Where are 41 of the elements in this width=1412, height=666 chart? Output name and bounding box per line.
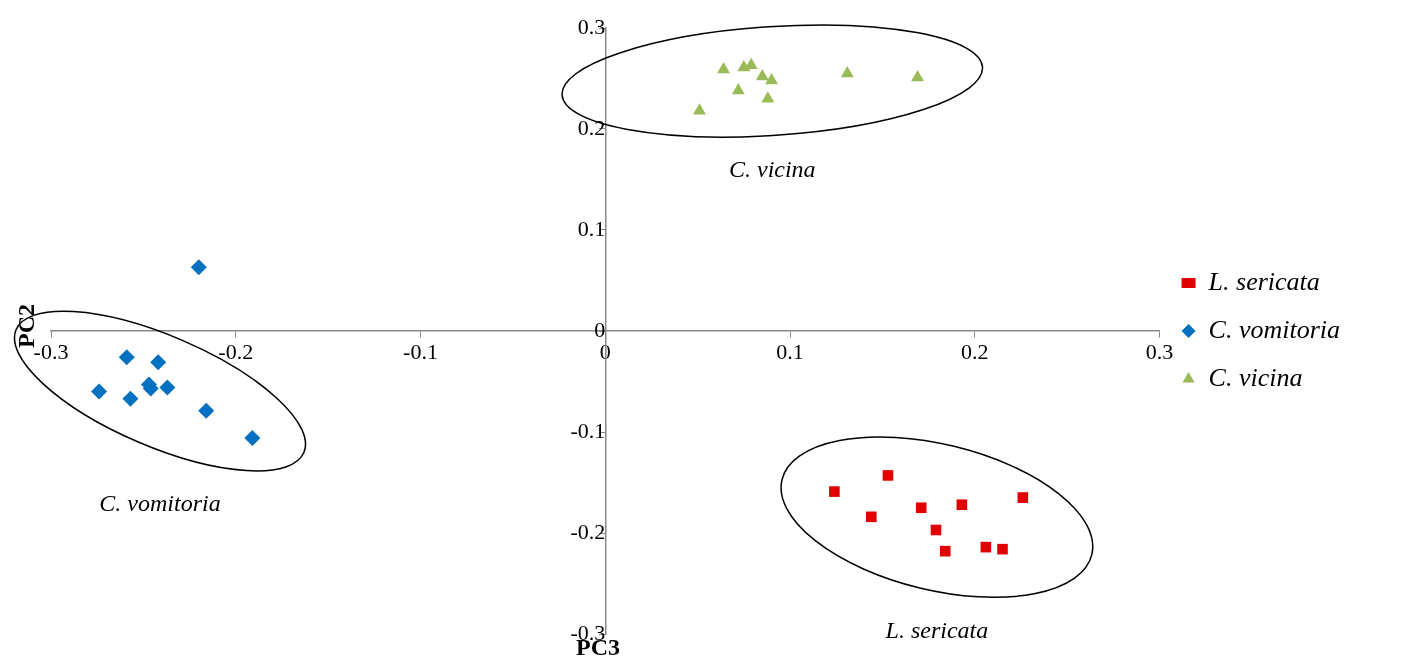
point (956, 499, 968, 511)
x-tick-label: -0.2 (218, 338, 254, 364)
point (1017, 492, 1029, 503)
point (761, 91, 775, 103)
point (755, 68, 769, 81)
point (693, 103, 706, 115)
legend-label: L. sericata (1207, 266, 1320, 296)
y-tick-label: -0.1 (570, 417, 606, 443)
y-tick-label: -0.2 (570, 518, 606, 544)
y-tick-label: 0 (594, 316, 606, 342)
x-tick-label: 0.2 (961, 338, 989, 364)
point (159, 379, 176, 396)
annotation: C. vomitoria (99, 490, 221, 517)
point (91, 383, 108, 400)
point (118, 349, 135, 366)
point (150, 354, 167, 371)
point (882, 470, 894, 481)
point (717, 61, 731, 74)
point (765, 73, 779, 85)
legend-label: C. vomitoria (1208, 314, 1341, 344)
point (866, 511, 877, 523)
point (198, 402, 215, 419)
y-tick-label: 0.1 (577, 215, 606, 241)
annotation: L. sericata (884, 616, 989, 643)
x-tick-label: 0.3 (1145, 338, 1174, 364)
x-tick-label: -0.1 (403, 338, 438, 364)
point (244, 430, 261, 447)
point (190, 259, 207, 276)
point (731, 83, 745, 95)
legend-label: C. vicina (1208, 362, 1303, 392)
point (829, 486, 840, 497)
y-tick-label: 0.2 (577, 114, 606, 140)
point (915, 502, 927, 514)
y-tick-label: 0.3 (577, 13, 606, 39)
point (122, 390, 139, 407)
point (997, 543, 1008, 555)
x-tick-label: 0.1 (776, 338, 804, 364)
point (840, 65, 854, 78)
annotation: C. vicina (728, 156, 816, 183)
point (939, 545, 951, 557)
point (911, 69, 925, 82)
